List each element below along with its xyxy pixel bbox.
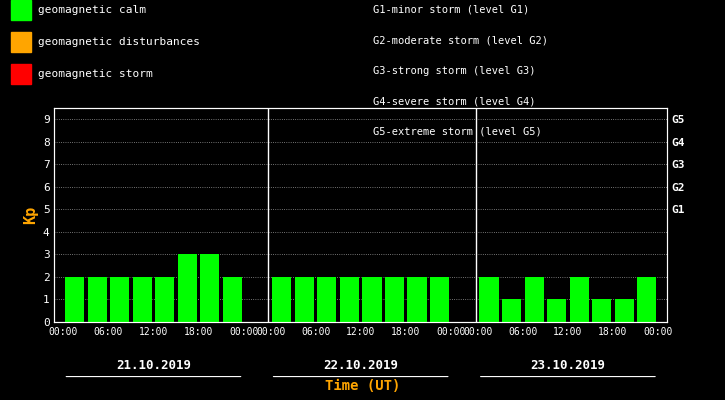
Text: G3-strong storm (level G3): G3-strong storm (level G3)	[373, 66, 536, 76]
Bar	[340, 277, 359, 322]
Bar	[385, 277, 404, 322]
Text: G1-minor storm (level G1): G1-minor storm (level G1)	[373, 5, 530, 15]
Y-axis label: Kp: Kp	[24, 206, 38, 224]
Bar	[362, 277, 381, 322]
Bar	[295, 277, 314, 322]
Text: geomagnetic disturbances: geomagnetic disturbances	[38, 37, 200, 47]
Bar	[110, 277, 129, 322]
Text: geomagnetic storm: geomagnetic storm	[38, 69, 153, 79]
Bar	[200, 254, 220, 322]
Text: 21.10.2019: 21.10.2019	[116, 360, 191, 372]
Bar	[273, 277, 291, 322]
Text: G2-moderate storm (level G2): G2-moderate storm (level G2)	[373, 35, 548, 45]
Bar	[615, 300, 634, 322]
Text: geomagnetic calm: geomagnetic calm	[38, 5, 146, 15]
Bar	[570, 277, 589, 322]
Bar	[65, 277, 84, 322]
Bar	[318, 277, 336, 322]
Bar	[547, 300, 566, 322]
Bar	[479, 277, 499, 322]
Text: 22.10.2019: 22.10.2019	[323, 360, 398, 372]
Text: Time (UT): Time (UT)	[325, 379, 400, 393]
Bar	[592, 300, 611, 322]
Bar	[133, 277, 152, 322]
Bar	[178, 254, 196, 322]
Bar	[407, 277, 426, 322]
Bar	[637, 277, 656, 322]
Bar	[430, 277, 449, 322]
Text: 23.10.2019: 23.10.2019	[531, 360, 605, 372]
Text: G5-extreme storm (level G5): G5-extreme storm (level G5)	[373, 126, 542, 136]
Text: G4-severe storm (level G4): G4-severe storm (level G4)	[373, 96, 536, 106]
Bar	[88, 277, 107, 322]
Bar	[502, 300, 521, 322]
Bar	[223, 277, 242, 322]
Bar	[525, 277, 544, 322]
Bar	[155, 277, 174, 322]
